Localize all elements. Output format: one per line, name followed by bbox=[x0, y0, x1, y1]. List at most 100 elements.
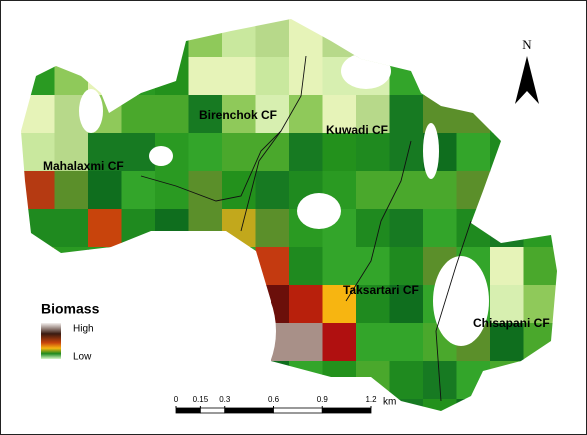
grid-cell bbox=[188, 247, 223, 286]
grid-cell bbox=[88, 247, 122, 286]
grid-cell bbox=[188, 209, 223, 248]
grid-cell bbox=[21, 19, 55, 58]
grid-cell bbox=[557, 57, 586, 96]
grid-cell bbox=[523, 95, 557, 134]
grid-cell bbox=[322, 133, 357, 172]
grid-cell bbox=[490, 247, 524, 286]
grid-cell bbox=[21, 399, 55, 411]
grid-cell bbox=[389, 57, 424, 96]
grid-cell bbox=[523, 247, 557, 286]
grid-cell bbox=[557, 95, 586, 134]
north-label: N bbox=[522, 37, 532, 52]
grid-cell bbox=[54, 19, 89, 58]
lake bbox=[423, 123, 439, 179]
grid-cell bbox=[322, 285, 357, 324]
grid-cell bbox=[557, 361, 586, 400]
boundary bbox=[140, 55, 307, 202]
grid-cell bbox=[356, 323, 390, 362]
grid-cell bbox=[121, 247, 156, 286]
lake bbox=[297, 193, 341, 229]
grid-cell bbox=[289, 247, 323, 286]
grid-cell bbox=[356, 285, 390, 324]
grid-cell bbox=[255, 247, 290, 286]
grid-cell bbox=[222, 285, 256, 324]
grid-cell bbox=[121, 19, 156, 58]
grid-cell bbox=[88, 361, 122, 400]
grid-cell bbox=[289, 285, 323, 324]
scale-segment bbox=[321, 407, 372, 414]
grid-cell bbox=[155, 19, 189, 58]
grid-cell bbox=[155, 209, 189, 248]
grid-cell bbox=[289, 323, 323, 362]
grid-cell bbox=[289, 19, 323, 58]
grid-cell bbox=[54, 399, 89, 411]
forest-label: Chisapani CF bbox=[473, 316, 550, 330]
grid-cell bbox=[490, 323, 524, 362]
scale-unit: km bbox=[383, 397, 396, 408]
grid-cell bbox=[222, 247, 256, 286]
scale-label: 0.15 bbox=[193, 395, 209, 404]
grid-cell bbox=[121, 171, 156, 210]
grid-cell bbox=[389, 95, 424, 134]
scale-segment bbox=[175, 407, 201, 414]
grid-cell bbox=[121, 133, 156, 172]
grid-cell bbox=[490, 399, 524, 411]
grid-cell bbox=[423, 57, 457, 96]
grid-cell bbox=[155, 171, 189, 210]
grid-cell bbox=[255, 171, 290, 210]
grid-cell bbox=[289, 95, 323, 134]
grid-cell bbox=[155, 247, 189, 286]
grid-cell bbox=[222, 209, 256, 248]
grid-cell bbox=[54, 247, 89, 286]
grid-cell bbox=[289, 399, 323, 411]
grid-cell bbox=[389, 323, 424, 362]
grid-cell bbox=[322, 19, 357, 58]
grid-cell bbox=[557, 133, 586, 172]
grid-cell bbox=[523, 361, 557, 400]
lake bbox=[433, 256, 489, 346]
grid-cell bbox=[356, 209, 390, 248]
grid-cell bbox=[490, 209, 524, 248]
grid-cell bbox=[188, 399, 223, 411]
grid-cell bbox=[423, 399, 457, 411]
scale-label: 0.9 bbox=[317, 395, 329, 404]
grid-cell bbox=[222, 323, 256, 362]
grid-cell bbox=[21, 361, 55, 400]
grid-cell bbox=[88, 19, 122, 58]
grid-cell bbox=[121, 361, 156, 400]
grid-cell bbox=[523, 171, 557, 210]
forest-label: Taksartari CF bbox=[343, 283, 419, 297]
grid-cell bbox=[557, 209, 586, 248]
grid-cell bbox=[188, 95, 223, 134]
grid-cell bbox=[222, 57, 256, 96]
grid-cell bbox=[456, 209, 491, 248]
grid-cell bbox=[289, 133, 323, 172]
grid-cell bbox=[523, 399, 557, 411]
grid-cell bbox=[121, 399, 156, 411]
grid-cell bbox=[222, 95, 256, 134]
grid-cell bbox=[523, 285, 557, 324]
grid-cell bbox=[490, 361, 524, 400]
grid-cell bbox=[222, 171, 256, 210]
grid-cell bbox=[88, 209, 122, 248]
grid-cell bbox=[121, 95, 156, 134]
grid-cell bbox=[322, 399, 357, 411]
grid-cell bbox=[523, 209, 557, 248]
forest-label: Birenchok CF bbox=[199, 108, 277, 122]
grid-cell bbox=[88, 399, 122, 411]
grid-cell bbox=[557, 399, 586, 434]
grid-cell bbox=[155, 285, 189, 324]
grid-cell bbox=[222, 133, 256, 172]
forest-label: Mahalaxmi CF bbox=[43, 159, 124, 173]
north-arrow bbox=[515, 56, 539, 104]
lake bbox=[79, 89, 103, 133]
grid-cell bbox=[456, 57, 491, 96]
grid-cell bbox=[557, 19, 586, 58]
grid-cell bbox=[389, 247, 424, 286]
grid-cell bbox=[21, 209, 55, 248]
scale-label: 0 bbox=[174, 395, 179, 404]
grid-cell bbox=[155, 323, 189, 362]
grid-cell bbox=[289, 361, 323, 400]
scale-segment bbox=[199, 407, 226, 414]
